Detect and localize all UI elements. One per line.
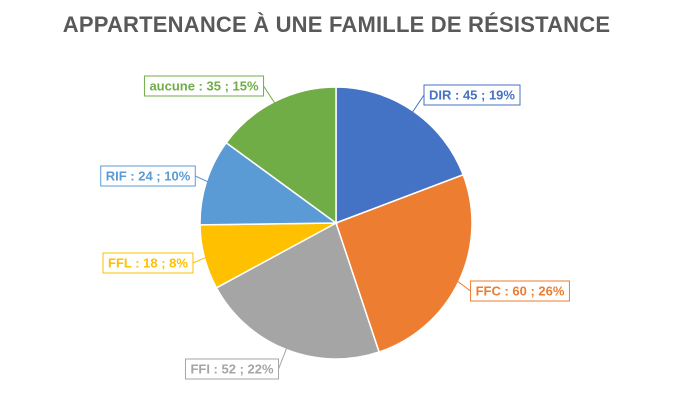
pie-slice-ffc [335, 173, 473, 353]
leader-line-ffl [192, 255, 209, 264]
pie-slices [199, 86, 473, 360]
chart-title: APPARTENANCE À UNE FAMILLE DE RÉSISTANCE [62, 12, 611, 37]
slice-label-box-ffi [184, 358, 280, 380]
slice-label-box-ffl [102, 252, 194, 274]
leader-line-ffi [278, 345, 289, 370]
slice-label-ffc: FFC : 60 ; 26% [476, 284, 565, 299]
slice-label-box-aucune [143, 75, 265, 97]
slice-label-dir: DIR : 45 ; 19% [429, 88, 515, 103]
slice-label-box-dir [423, 84, 521, 106]
leader-line-ffc [454, 279, 471, 292]
leader-line-aucune [263, 85, 277, 106]
leader-line-dir [410, 94, 425, 115]
slice-label-ffi: FFI : 52 ; 22% [190, 362, 274, 377]
slice-label-rif: RIF : 24 ; 10% [106, 169, 191, 184]
slice-label-ffl: FFL : 18 ; 8% [108, 256, 188, 271]
slice-label-box-ffc [470, 280, 570, 302]
slice-label-box-rif [100, 165, 196, 187]
slice-labels: DIR : 45 ; 19% FFC : 60 ; 26% FFI : 52 ; 2… [100, 75, 570, 380]
leader-line-rif [195, 175, 211, 184]
slice-label-aucune: aucune : 35 ; 15% [149, 79, 259, 94]
